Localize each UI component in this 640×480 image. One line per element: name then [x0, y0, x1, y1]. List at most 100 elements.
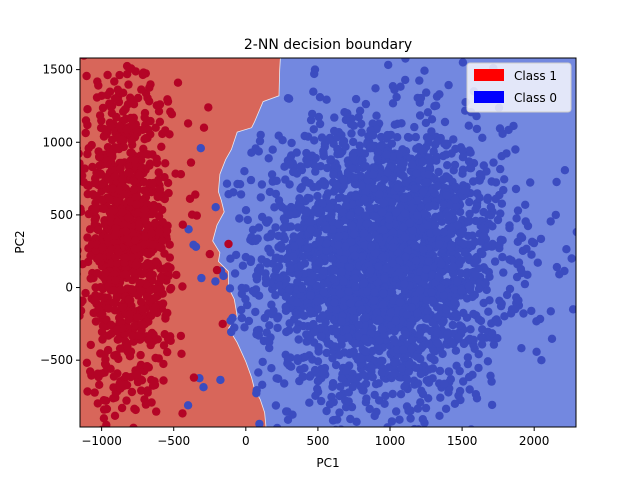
data-point-class-0 [262, 258, 271, 267]
data-point-class-0 [236, 190, 246, 199]
data-point-class-0 [396, 390, 406, 399]
y-tick-label: 1500 [42, 63, 73, 77]
data-point-class-1 [121, 270, 130, 279]
data-point-class-0 [435, 411, 444, 420]
data-point-class-0 [266, 248, 275, 257]
data-point-class-0 [346, 414, 355, 424]
data-point-class-0 [388, 99, 398, 108]
data-point-class-1 [142, 248, 151, 258]
data-point-class-0 [341, 242, 350, 251]
data-point-class-0 [275, 281, 284, 290]
data-point-class-0 [366, 266, 375, 275]
data-point-class-1 [142, 362, 152, 371]
data-point-class-1 [119, 190, 129, 199]
data-point-class-1 [125, 352, 135, 361]
data-point-class-0 [361, 347, 370, 356]
data-point-class-0 [246, 175, 256, 185]
x-tick-label: 2000 [519, 434, 550, 448]
data-point-class-0 [300, 311, 309, 320]
data-point-class-0 [390, 120, 399, 129]
data-point-class-1 [86, 340, 96, 350]
y-axis-label: PC2 [13, 230, 27, 253]
data-point-class-0 [463, 353, 473, 362]
data-point-class-1 [158, 205, 167, 215]
data-point-class-1 [127, 64, 136, 73]
data-point-class-0 [458, 58, 468, 67]
data-point-class-0 [474, 350, 483, 359]
data-point-class-0 [293, 270, 303, 279]
data-point-class-0 [470, 237, 480, 247]
data-point-class-0 [380, 274, 389, 283]
data-point-class-0 [369, 131, 378, 140]
data-point-class-0 [267, 364, 276, 373]
data-point-class-0 [427, 353, 436, 363]
data-point-class-0 [388, 259, 397, 268]
scatter-points [65, 58, 576, 427]
data-point-class-0 [514, 258, 524, 267]
data-point-class-0 [437, 260, 446, 269]
data-point-class-1 [66, 295, 74, 303]
data-point-class-0 [472, 394, 482, 403]
data-point-class-1 [84, 181, 94, 190]
data-point-class-0 [407, 203, 417, 213]
data-point-class-0 [243, 215, 252, 225]
data-point-class-0 [413, 404, 423, 413]
data-point-class-0 [401, 330, 410, 339]
data-point-class-0 [332, 181, 341, 190]
data-point-class-1 [65, 163, 73, 171]
data-point-class-0 [488, 329, 497, 338]
data-point-class-0 [271, 401, 281, 410]
data-point-class-1 [81, 128, 90, 138]
data-point-class-0 [222, 179, 232, 188]
data-point-class-0 [370, 163, 379, 173]
data-point-class-0 [369, 296, 379, 305]
data-point-class-1 [91, 234, 100, 243]
data-point-class-1 [159, 376, 168, 385]
data-point-class-0 [424, 202, 433, 211]
data-point-class-0 [395, 267, 404, 277]
data-point-class-0 [489, 158, 498, 167]
data-point-class-0 [496, 209, 505, 218]
data-point-class-0 [387, 287, 396, 297]
data-point-class-0 [444, 80, 453, 90]
data-point-class-0 [371, 212, 380, 221]
data-point-class-0 [370, 288, 379, 297]
data-point-class-0 [391, 316, 401, 326]
data-point-class-0 [252, 389, 261, 398]
data-point-class-0 [386, 308, 396, 317]
data-point-class-0 [370, 222, 379, 231]
data-point-class-0 [511, 184, 521, 194]
data-point-class-0 [315, 93, 325, 102]
data-point-class-0 [315, 237, 324, 246]
data-point-class-0 [260, 313, 269, 323]
data-point-class-0 [432, 228, 442, 237]
data-point-class-0 [383, 423, 392, 427]
data-point-class-0 [370, 248, 380, 258]
data-point-class-1 [177, 349, 186, 358]
data-point-class-0 [323, 163, 332, 173]
data-point-class-0 [384, 60, 393, 70]
data-point-class-0 [383, 168, 392, 177]
data-point-class-0 [355, 106, 365, 116]
data-point-class-0 [440, 379, 449, 388]
data-point-class-0 [348, 152, 357, 162]
data-point-class-1 [162, 226, 172, 235]
data-point-class-0 [527, 237, 537, 246]
data-point-class-1 [80, 171, 87, 180]
data-point-class-0 [300, 131, 309, 141]
data-point-class-0 [247, 148, 256, 157]
data-point-class-1 [140, 113, 149, 122]
data-point-class-1 [115, 122, 124, 131]
data-point-class-1 [128, 98, 137, 107]
data-point-class-0 [246, 257, 255, 267]
data-point-class-0 [527, 306, 536, 316]
data-point-class-0 [285, 210, 294, 220]
data-point-class-0 [336, 382, 345, 391]
data-point-class-1 [88, 190, 98, 199]
data-point-class-0 [572, 227, 576, 237]
data-point-class-0 [421, 265, 431, 274]
data-point-class-0 [500, 312, 509, 321]
data-point-class-0 [308, 109, 317, 119]
data-point-class-0 [335, 408, 344, 417]
data-point-class-1 [113, 325, 122, 334]
